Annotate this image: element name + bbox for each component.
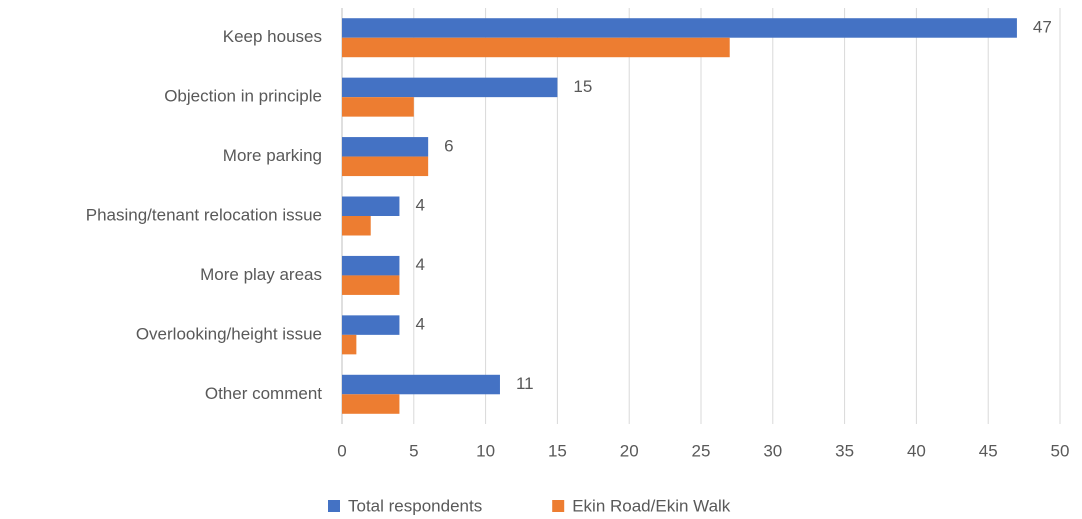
x-tick-label: 20 bbox=[620, 441, 639, 460]
bar bbox=[342, 315, 400, 335]
y-tick-label: Objection in principle bbox=[164, 87, 322, 106]
y-tick-label: Keep houses bbox=[223, 27, 322, 46]
bar bbox=[342, 255, 400, 276]
x-tick-label: 35 bbox=[835, 441, 854, 460]
legend-label: Ekin Road/Ekin Walk bbox=[572, 496, 731, 515]
x-tick-label: 10 bbox=[476, 441, 495, 460]
x-tick-label: 50 bbox=[1051, 441, 1070, 460]
bar bbox=[342, 334, 357, 355]
data-label: 47 bbox=[1033, 17, 1052, 36]
bar bbox=[342, 97, 414, 117]
x-tick-label: 30 bbox=[763, 441, 782, 460]
bar bbox=[342, 394, 400, 414]
data-label: 4 bbox=[415, 196, 424, 215]
x-tick-label: 40 bbox=[907, 441, 926, 460]
bar bbox=[342, 216, 371, 236]
bar bbox=[342, 18, 1017, 38]
y-tick-label: Other comment bbox=[205, 384, 322, 403]
x-tick-label: 15 bbox=[548, 441, 567, 460]
x-tick-label: 25 bbox=[692, 441, 711, 460]
legend-swatch bbox=[552, 500, 565, 512]
x-tick-label: 5 bbox=[409, 441, 418, 460]
bar bbox=[342, 156, 429, 177]
y-tick-label: More play areas bbox=[200, 265, 322, 284]
bar bbox=[342, 275, 400, 295]
data-label: 6 bbox=[444, 136, 453, 155]
data-label: 15 bbox=[573, 77, 592, 96]
y-tick-label: Phasing/tenant relocation issue bbox=[86, 205, 322, 224]
x-tick-label: 45 bbox=[979, 441, 998, 460]
y-tick-label: Overlooking/height issue bbox=[136, 324, 322, 343]
y-tick-label: More parking bbox=[223, 146, 322, 165]
bar bbox=[342, 196, 400, 216]
bar bbox=[342, 374, 500, 395]
bar bbox=[342, 77, 558, 98]
legend-swatch bbox=[328, 500, 340, 512]
data-label: 4 bbox=[415, 255, 424, 274]
data-label: 11 bbox=[516, 374, 534, 393]
bar bbox=[342, 37, 730, 58]
data-label: 4 bbox=[415, 315, 424, 334]
x-tick-label: 0 bbox=[337, 441, 346, 460]
legend-label: Total respondents bbox=[348, 496, 482, 515]
bar bbox=[342, 137, 429, 157]
